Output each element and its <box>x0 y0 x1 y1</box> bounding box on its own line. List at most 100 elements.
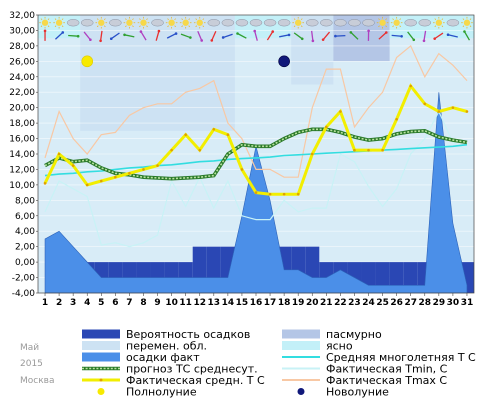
legend-item-forecast: прогноз ТС среднесут. <box>82 363 258 376</box>
wind-arrow-head <box>287 33 291 37</box>
wind-arrow-icon <box>139 30 147 41</box>
wind-arrow-head <box>446 33 450 37</box>
x-tick-label: 24 <box>362 298 375 308</box>
wind-arrow-head <box>236 32 239 35</box>
legend-item-tmax: Фактическая Tmax C <box>282 374 447 387</box>
cloud-shape <box>263 19 277 27</box>
sun-ray <box>195 25 198 28</box>
sun-icon <box>390 16 403 29</box>
wind-arrow-icon <box>155 29 161 41</box>
sun-ray <box>392 25 394 28</box>
wind-arrow-head <box>334 34 337 38</box>
wind-arrow-icon <box>446 33 458 38</box>
wind-arrow-head <box>200 39 203 42</box>
wind-arrow-icon <box>253 29 258 41</box>
y-tick-label: 30,00 <box>9 26 35 36</box>
legend-item-precip_prob: Вероятность осадков <box>82 328 250 341</box>
sun-ray <box>132 18 134 21</box>
y-tick-label: -4,00 <box>12 289 36 299</box>
sun-ray <box>462 25 465 28</box>
sun-icon <box>137 16 150 29</box>
sun-disc <box>168 19 175 26</box>
legend-label: Вероятность осадков <box>126 328 250 341</box>
legend-label: осадки факт <box>126 351 200 364</box>
wind-arrow-head <box>61 31 65 34</box>
y-tick-label: 12,00 <box>9 165 35 175</box>
tavg-point <box>381 148 384 152</box>
cloud-shape <box>66 19 80 27</box>
y-tick-label: 2,00 <box>15 243 35 253</box>
cloud-icon <box>221 19 235 27</box>
tavg-point <box>184 133 187 136</box>
y-tick-label: 8,00 <box>15 196 35 206</box>
wind-arrow-shaft <box>197 30 203 41</box>
cloud-shape <box>348 19 361 27</box>
sky-band-2 <box>80 15 235 131</box>
wind-arrow-head <box>433 37 436 40</box>
sun-ray <box>40 25 43 28</box>
wind-arrow-head <box>109 37 113 41</box>
cloud-shape <box>362 19 375 27</box>
x-tick-label: 28 <box>419 298 432 308</box>
x-tick-label: 2 <box>56 298 62 308</box>
sun-icon <box>376 16 389 29</box>
wind-arrow-icon <box>334 34 346 38</box>
y-tick-label: 32,00 <box>9 11 35 21</box>
cloud-icon <box>207 19 221 27</box>
cloud-shape <box>334 19 347 27</box>
sun-ray <box>132 25 134 28</box>
x-tick-label: 9 <box>154 298 160 308</box>
legend-label: Полнолуние <box>126 386 197 399</box>
y-tick-label: 16,00 <box>9 135 35 145</box>
tmax-line <box>44 44 468 178</box>
wind-arrow-head <box>89 38 92 42</box>
cloud-shape <box>249 19 263 27</box>
sun-ray <box>293 18 296 21</box>
wind-arrow-shaft <box>463 31 471 41</box>
x-tick-label: 18 <box>278 298 291 308</box>
wind-arrow-shaft <box>391 34 402 37</box>
y-tick-label: 10,00 <box>9 181 35 191</box>
wind-arrow-shaft <box>155 30 160 41</box>
sun-ray <box>125 18 127 21</box>
wind-arrow-icon <box>109 32 120 41</box>
x-tick-label: 11 <box>179 298 192 308</box>
sun-ray <box>392 18 394 21</box>
x-tick-label: 20 <box>306 298 319 308</box>
legend-item-new_moon: Новолуние <box>297 386 389 399</box>
tavg-point <box>212 127 216 131</box>
legend-swatch <box>97 388 105 395</box>
sun-icon <box>39 16 51 29</box>
wind-arrow-head <box>300 37 304 41</box>
cloud-icon <box>249 19 263 27</box>
tavg-point <box>282 192 286 196</box>
wind-arrow-head <box>99 39 102 43</box>
sun-disc <box>294 19 302 26</box>
tavg-point <box>409 84 413 88</box>
y-tick-label: 18,00 <box>9 119 35 129</box>
sun-ray <box>139 25 141 28</box>
sun-icon <box>461 16 473 29</box>
wind-arrow-head <box>210 39 214 42</box>
sun-disc <box>182 19 189 26</box>
x-tick-label: 8 <box>140 298 146 308</box>
sun-ray <box>40 18 43 21</box>
cloud-icon <box>348 19 361 27</box>
cloud-shape <box>277 19 291 27</box>
wind-arrow-head <box>189 36 192 39</box>
sky-band-3 <box>234 15 292 39</box>
tavg-point <box>57 152 61 156</box>
x-tick-label: 17 <box>264 298 277 308</box>
y-tick-label: 4,00 <box>15 227 35 237</box>
legend-label: Новолуние <box>326 386 389 399</box>
sun-ray <box>399 25 402 28</box>
wind-arrow-shaft <box>140 31 147 41</box>
tavg-point <box>71 164 75 167</box>
wind-arrow-shaft <box>378 32 387 40</box>
x-tick-label: 7 <box>126 298 132 308</box>
wind-arrow-icon <box>321 31 331 41</box>
sun-ray <box>441 18 444 21</box>
wind-arrow-icon <box>43 29 47 41</box>
sun-ray <box>300 25 303 28</box>
tavg-point <box>353 148 356 152</box>
